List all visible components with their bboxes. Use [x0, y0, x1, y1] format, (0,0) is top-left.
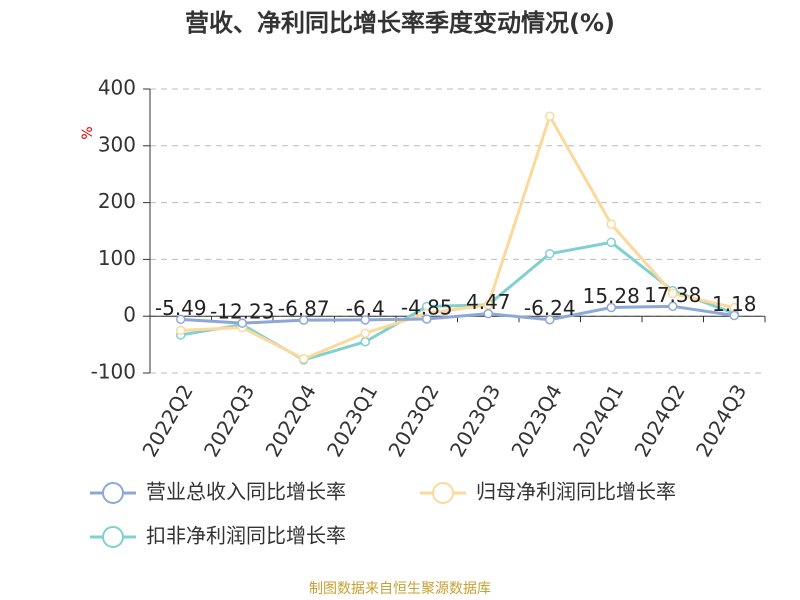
legend-marker: [102, 526, 124, 548]
x-tick-label: 2022Q2: [137, 380, 197, 461]
data-point: [729, 310, 739, 321]
y-tick-label: 100: [98, 246, 136, 270]
x-tick-label: 2023Q4: [506, 380, 566, 461]
x-tick-label: 2022Q4: [260, 380, 320, 461]
data-point: [360, 328, 370, 338]
x-tick-label: 2023Q2: [383, 380, 443, 461]
source-note: 制图数据来自恒生聚源数据库: [309, 581, 491, 597]
data-point: [237, 318, 247, 328]
data-label: -12.23: [210, 300, 274, 324]
data-point: [545, 314, 555, 325]
legend-label: 扣非净利润同比增长率: [146, 524, 346, 548]
legend-label: 营业总收入同比增长率: [146, 480, 346, 504]
y-tick-label: 300: [98, 132, 136, 156]
y-tick-label: 200: [98, 189, 136, 213]
legend-label: 归母净利润同比增长率: [476, 480, 676, 504]
data-label: -6.4: [346, 296, 385, 320]
data-point: [299, 354, 309, 364]
data-label: 17.38: [644, 283, 701, 307]
data-point: [299, 315, 309, 325]
y-axis-label: %: [80, 126, 96, 139]
data-point: [606, 302, 616, 313]
series-line: [180, 112, 735, 361]
x-tick-label: 2024Q2: [629, 380, 689, 461]
y-tick-label: 0: [123, 303, 136, 327]
x-tick-label: 2023Q1: [322, 380, 382, 461]
x-tick-label: 2024Q1: [568, 380, 628, 461]
series-line: [180, 304, 735, 325]
data-label: -5.49: [155, 296, 207, 320]
data-point: [545, 248, 555, 259]
y-tick-label: -100: [91, 360, 136, 384]
legend-marker: [102, 482, 124, 504]
data-point: [545, 111, 555, 122]
data-point: [483, 300, 493, 310]
data-label: -6.87: [278, 297, 330, 321]
data-point: [668, 288, 678, 299]
x-tick-label: 2024Q3: [691, 380, 751, 461]
data-label: 15.28: [583, 284, 640, 308]
data-point: [668, 301, 678, 312]
data-point: [360, 315, 370, 325]
data-label: -6.24: [524, 296, 576, 320]
data-label: 1.18: [712, 292, 757, 316]
data-label: -4.85: [401, 295, 453, 319]
data-point: [176, 314, 186, 325]
y-tick-label: 400: [98, 76, 136, 100]
x-tick-label: 2022Q3: [199, 380, 259, 461]
chart-title: 营收、净利同比增长率季度变动情况(%): [185, 9, 615, 37]
data-point: [483, 308, 493, 319]
data-point: [606, 237, 616, 248]
x-tick-label: 2023Q3: [445, 380, 505, 461]
data-point: [422, 314, 432, 324]
data-point: [176, 325, 186, 336]
data-point: [360, 337, 370, 347]
legend-marker: [432, 482, 454, 504]
data-label: 4.47: [466, 290, 511, 314]
data-point: [606, 219, 616, 229]
